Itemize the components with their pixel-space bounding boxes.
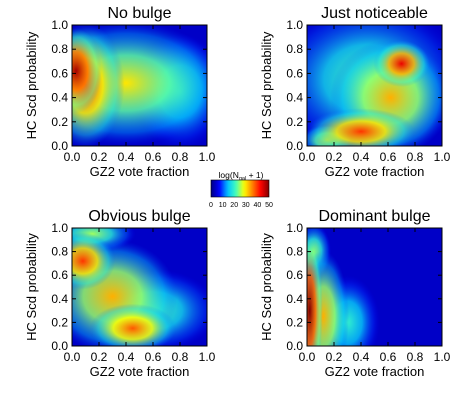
y-tick-label: 0.0: [286, 339, 303, 353]
heatmap: [307, 228, 380, 346]
panel-just-noticeable: 0.0 0.2 0.4 0.6 0.8 1.0 0.0 0.2 0.4 0.6 0.8 1.0 Just…: [259, 5, 451, 179]
y-tick-label: 0.4: [286, 292, 303, 306]
y-tick-label: 0.4: [51, 91, 68, 105]
x-tick-label: 0.4: [353, 150, 370, 164]
colorbar-tick-label: 0: [209, 202, 213, 209]
density-peak: [373, 40, 430, 87]
y-tick-label: 0.0: [286, 139, 303, 153]
colorbar-tick-label: 40: [254, 202, 262, 209]
y-tick-label: 0.8: [51, 245, 68, 259]
x-tick-label: 0.8: [172, 150, 189, 164]
colorbar: log(Ngal + 1) 0 10 20 30 40 50: [209, 170, 273, 209]
x-tick-label: 0.2: [326, 150, 343, 164]
heatmap: [72, 228, 207, 346]
x-tick-label: 0.4: [353, 350, 370, 364]
y-tick-label: 0.6: [51, 268, 68, 282]
density-peak: [72, 232, 116, 290]
x-axis-label: GZ2 vote fraction: [325, 164, 425, 179]
x-tick-label: 1.0: [434, 350, 451, 364]
x-tick-label: 0.6: [145, 150, 162, 164]
density-peak: [307, 108, 415, 146]
y-tick-label: 1.0: [286, 18, 303, 32]
x-tick-label: 1.0: [199, 350, 216, 364]
y-tick-label: 0.6: [51, 66, 68, 80]
x-tick-label: 0.0: [64, 350, 81, 364]
y-tick-label: 0.2: [51, 115, 68, 129]
panel-title: No bulge: [107, 5, 171, 22]
y-tick-label: 0.8: [51, 42, 68, 56]
x-tick-label: 0.6: [380, 350, 397, 364]
panel-title: Obvious bulge: [88, 208, 190, 225]
plot-frame: [71, 227, 208, 347]
x-tick-label: 0.8: [172, 350, 189, 364]
x-tick-label: 1.0: [199, 150, 216, 164]
colorbar-gradient: [210, 179, 270, 198]
colorbar-tick-label: 20: [230, 202, 238, 209]
panel-obvious-bulge: 0.0 0.2 0.4 0.6 0.8 1.0 0.0 0.2 0.4 0.6 0.8 1.0 Obvi…: [24, 208, 216, 379]
x-tick-label: 0.4: [118, 150, 135, 164]
colorbar-tick-label: 10: [219, 202, 227, 209]
y-axis-label: HC Scd probability: [24, 31, 39, 139]
panel-no-bulge: 0.0 0.2 0.4 0.6 0.8 1.0 0.0 0.2 0.4 0.6 0.8 1.0 No b…: [24, 5, 216, 179]
density-peak: [307, 235, 323, 346]
x-axis-label: GZ2 vote fraction: [325, 364, 425, 379]
y-tick-label: 1.0: [286, 221, 303, 235]
plot-frame: [71, 24, 208, 147]
x-tick-label: 0.0: [64, 150, 81, 164]
y-tick-label: 0.8: [286, 245, 303, 259]
y-axis-label: HC Scd probability: [24, 233, 39, 341]
y-tick-label: 0.4: [286, 91, 303, 105]
y-tick-label: 0.0: [51, 139, 68, 153]
colorbar-title-tail: + 1): [246, 170, 263, 180]
y-tick-label: 0.8: [286, 42, 303, 56]
y-tick-label: 0.2: [286, 115, 303, 129]
y-tick-label: 0.2: [286, 315, 303, 329]
y-tick-label: 0.4: [51, 292, 68, 306]
x-axis-label: GZ2 vote fraction: [90, 364, 190, 379]
density-peak: [89, 303, 176, 346]
x-tick-label: 0.0: [299, 150, 316, 164]
x-axis-label: GZ2 vote fraction: [90, 164, 190, 179]
heatmap: [307, 25, 442, 146]
x-tick-label: 0.2: [326, 350, 343, 364]
colorbar-title: log(Ngal + 1): [219, 170, 264, 182]
y-tick-label: 0.6: [286, 66, 303, 80]
x-tick-label: 0.4: [118, 350, 135, 364]
x-tick-label: 0.2: [91, 350, 108, 364]
x-tick-label: 0.6: [145, 350, 162, 364]
y-tick-label: 0.0: [51, 339, 68, 353]
y-axis-label: HC Scd probability: [259, 31, 274, 139]
colorbar-title-main: log(N: [219, 170, 239, 180]
panel-title: Dominant bulge: [318, 208, 430, 225]
plot-frame: [306, 227, 443, 347]
panel-dominant-bulge: 0.0 0.2 0.4 0.6 0.8 1.0 0.0 0.2 0.4 0.6 0.8 1.0 Domi…: [259, 208, 451, 379]
y-tick-label: 0.6: [286, 268, 303, 282]
x-tick-label: 0.6: [380, 150, 397, 164]
x-tick-label: 1.0: [434, 150, 451, 164]
density-peak: [72, 28, 102, 114]
x-tick-label: 0.0: [299, 350, 316, 364]
y-tick-label: 0.2: [51, 315, 68, 329]
y-tick-label: 1.0: [51, 221, 68, 235]
x-tick-label: 0.2: [91, 150, 108, 164]
heatmap: [72, 25, 207, 146]
colorbar-title-subscript: gal: [239, 176, 246, 182]
y-tick-label: 1.0: [51, 18, 68, 32]
y-axis-label: HC Scd probability: [259, 233, 274, 341]
panel-title: Just noticeable: [321, 5, 428, 22]
x-tick-label: 0.8: [407, 350, 424, 364]
plot-frame: [306, 24, 443, 147]
x-tick-label: 0.8: [407, 150, 424, 164]
colorbar-tick-label: 50: [265, 202, 273, 209]
colorbar-tick-label: 30: [242, 202, 250, 209]
